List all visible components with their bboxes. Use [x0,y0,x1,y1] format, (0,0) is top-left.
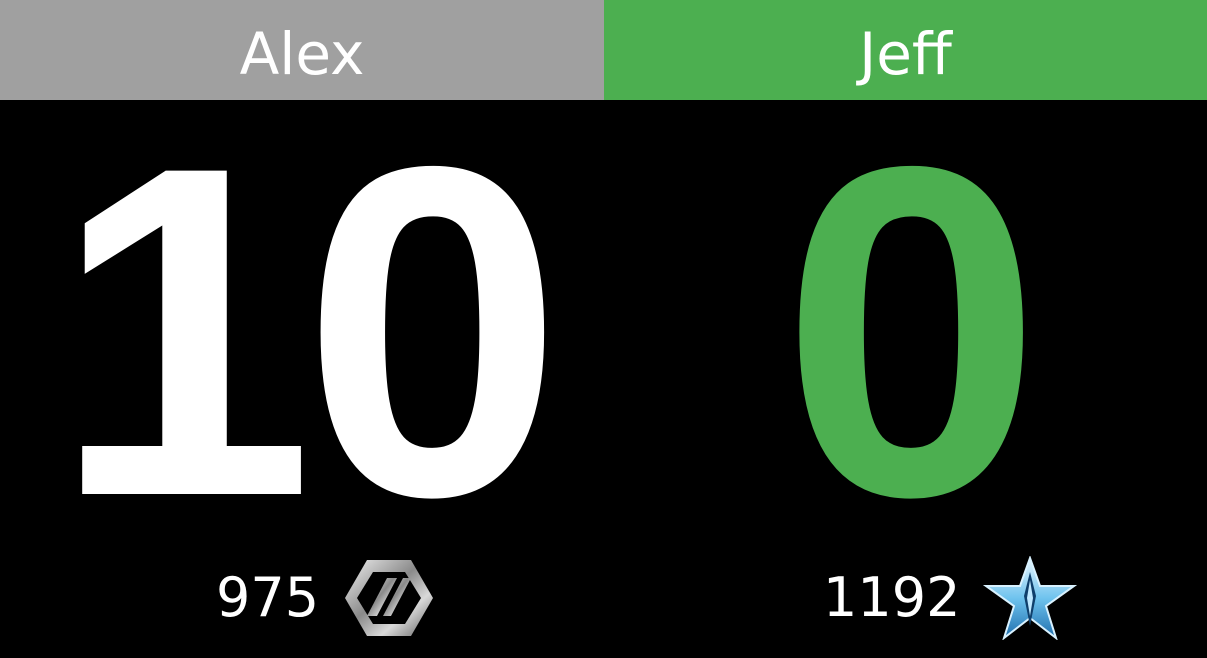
rating-value-jeff: 1192 [823,566,961,629]
rating-value-alex: 975 [216,566,320,629]
player-name-alex: Alex [239,20,365,88]
player-header-jeff: Jeff [604,0,1207,100]
player-name-jeff: Jeff [859,20,952,88]
score-jeff: 0 [780,69,1042,594]
rating-jeff: 1192 [823,556,1078,640]
score-alex: 10 [52,69,564,594]
hexagon-rank-icon [341,556,437,640]
star-rank-icon [982,556,1078,640]
player-header-alex: Alex [0,0,604,100]
rating-alex: 975 [216,560,437,636]
